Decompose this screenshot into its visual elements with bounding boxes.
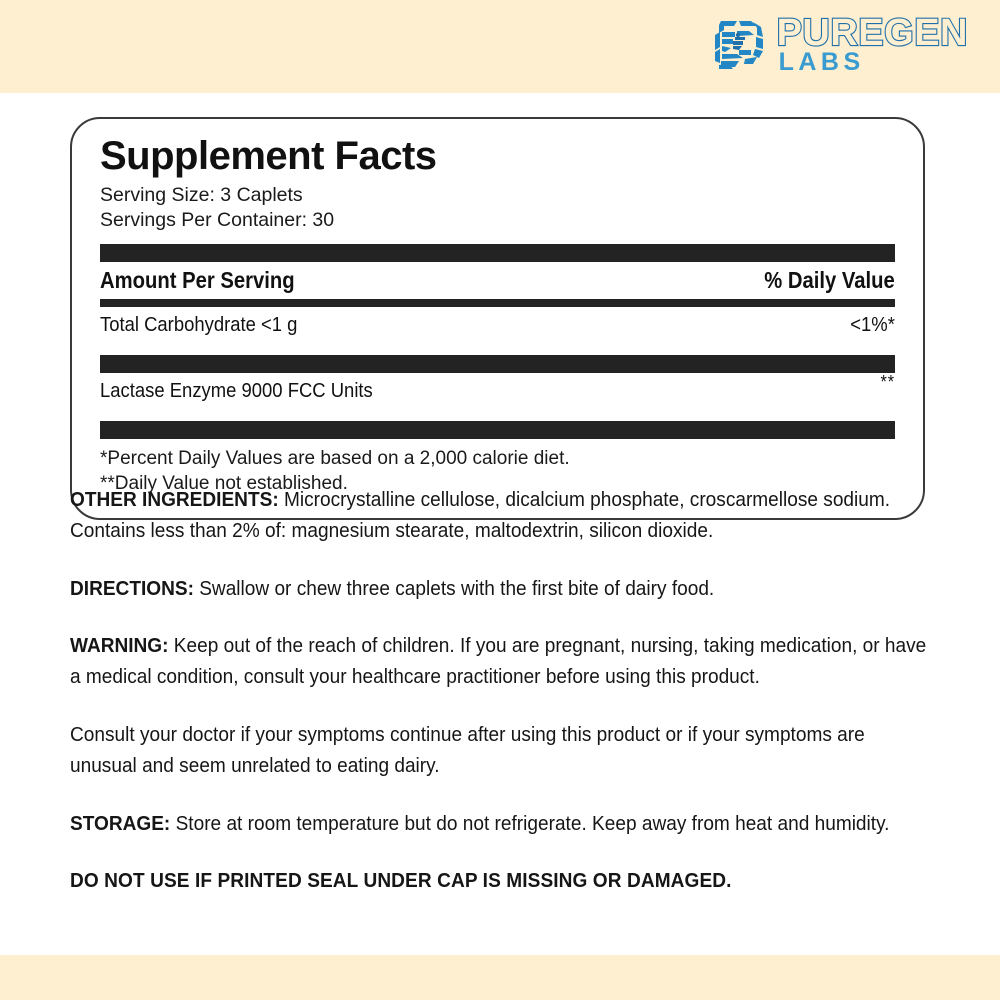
warning-label: WARNING: bbox=[70, 634, 169, 658]
footnote-percent-daily-values: *Percent Daily Values are based on a 2,0… bbox=[100, 447, 570, 469]
directions-text: Swallow or chew three caplets with the f… bbox=[193, 576, 715, 600]
directions-paragraph: DIRECTIONS: Swallow or chew three caplet… bbox=[70, 573, 930, 604]
nutrient-dv-total-carbohydrate: <1%* bbox=[850, 312, 895, 336]
divider-bar-top bbox=[100, 243, 895, 262]
brand-logo: PUREGEN LABS bbox=[711, 12, 969, 76]
directions-label: DIRECTIONS: bbox=[70, 576, 194, 600]
supplement-facts-panel: Supplement Facts Serving Size: 3 Caplets… bbox=[70, 117, 925, 521]
consult-doctor-paragraph: Consult your doctor if your symptoms con… bbox=[70, 722, 865, 778]
divider-bar-under-header bbox=[100, 298, 895, 307]
nutrient-name-lactase-enzyme: Lactase Enzyme 9000 FCC Units bbox=[100, 378, 373, 402]
top-accent-band bbox=[0, 0, 1000, 93]
serving-size-line: Serving Size: 3 Caplets bbox=[100, 184, 303, 206]
seal-warning-paragraph: DO NOT USE IF PRINTED SEAL UNDER CAP IS … bbox=[70, 868, 732, 892]
table-row: Total Carbohydrate <1 g <1%* bbox=[100, 307, 895, 344]
bottom-accent-band bbox=[0, 955, 1000, 1000]
servings-per-container-line: Servings Per Container: 30 bbox=[100, 208, 335, 231]
puregen-mosaic-p-logo-icon bbox=[711, 17, 767, 73]
other-ingredients-label: OTHER INGREDIENTS: bbox=[70, 488, 279, 511]
label-body-copy: OTHER INGREDIENTS: Microcrystalline cell… bbox=[70, 484, 930, 896]
storage-text: Store at room temperature but do not ref… bbox=[170, 811, 890, 835]
other-ingredients-paragraph: OTHER INGREDIENTS: Microcrystalline cell… bbox=[70, 484, 930, 547]
nutrient-dv-lactase-enzyme: ** bbox=[880, 371, 895, 392]
footnote-daily-value-not-established: **Daily Value not established. bbox=[100, 472, 348, 494]
warning-text: Keep out of the reach of children. If yo… bbox=[70, 634, 927, 689]
nutrition-table-header: Amount Per Serving % Daily Value bbox=[100, 262, 895, 299]
storage-label: STORAGE: bbox=[70, 811, 171, 835]
brand-name-sub: LABS bbox=[778, 48, 865, 76]
divider-bar-mid bbox=[100, 354, 895, 373]
header-amount-per-serving: Amount Per Serving bbox=[100, 266, 295, 293]
storage-paragraph: STORAGE: Store at room temperature but d… bbox=[70, 808, 930, 839]
supplement-facts-title: Supplement Facts bbox=[100, 134, 437, 178]
header-percent-daily-value: % Daily Value bbox=[764, 266, 895, 293]
brand-name-main: PUREGEN bbox=[775, 12, 968, 54]
table-row: Lactase Enzyme 9000 FCC Units ** bbox=[100, 371, 895, 410]
brand-wordmark: PUREGEN LABS bbox=[775, 12, 968, 76]
divider-bar-bottom bbox=[100, 420, 895, 439]
other-ingredients-text: Microcrystalline cellulose, dicalcium ph… bbox=[70, 488, 891, 543]
nutrient-name-total-carbohydrate: Total Carbohydrate <1 g bbox=[100, 312, 298, 336]
warning-paragraph: WARNING: Keep out of the reach of childr… bbox=[70, 630, 930, 693]
